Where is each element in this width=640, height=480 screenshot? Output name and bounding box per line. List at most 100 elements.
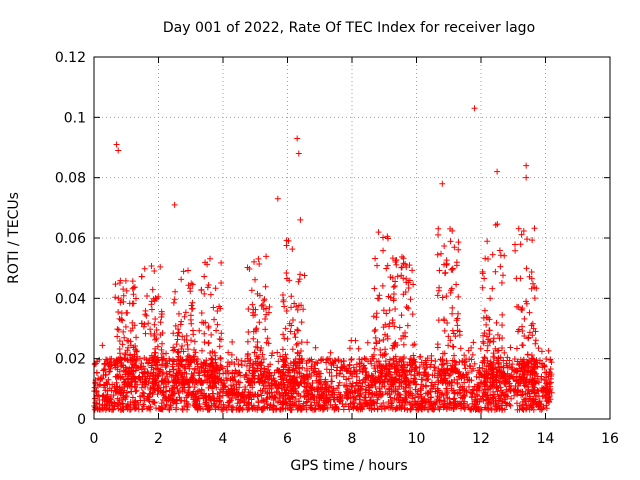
data-point: [467, 363, 474, 370]
data-point: [363, 372, 370, 379]
data-point: [322, 400, 329, 407]
data-point: [447, 371, 454, 378]
data-point: [281, 358, 288, 365]
data-point: [401, 354, 408, 361]
data-point: [480, 332, 487, 339]
data-point: [170, 330, 177, 337]
data-point: [256, 260, 263, 267]
data-point: [528, 285, 535, 292]
data-point: [113, 379, 120, 386]
data-point: [130, 284, 137, 291]
data-point: [547, 356, 554, 363]
data-point: [214, 307, 221, 314]
data-point: [141, 365, 148, 372]
data-point: [158, 346, 165, 353]
data-point: [376, 337, 383, 344]
data-point: [528, 269, 535, 276]
data-point: [379, 282, 386, 289]
data-point: [477, 345, 484, 352]
data-point: [173, 383, 180, 390]
data-point: [117, 390, 124, 397]
data-point: [194, 361, 201, 368]
data-point: [291, 300, 298, 307]
data-point: [124, 406, 131, 413]
data-point: [516, 362, 523, 369]
data-point: [435, 379, 442, 386]
data-point: [427, 403, 434, 410]
data-point: [196, 369, 203, 376]
data-point: [460, 394, 467, 401]
data-point: [218, 401, 225, 408]
data-point: [455, 310, 462, 317]
data-point: [493, 319, 500, 326]
data-point: [156, 405, 163, 412]
data-point: [289, 316, 296, 323]
data-point: [480, 340, 487, 347]
data-point: [435, 317, 442, 324]
data-point: [483, 314, 490, 321]
data-point: [282, 351, 289, 358]
data-point: [101, 384, 108, 391]
data-point: [254, 290, 261, 297]
data-point: [461, 386, 468, 393]
data-point: [205, 324, 212, 331]
data-point: [489, 251, 496, 258]
data-point: [481, 391, 488, 398]
data-point: [398, 373, 405, 380]
data-point: [115, 309, 122, 316]
data-point: [181, 336, 188, 343]
data-point: [315, 400, 322, 407]
data-point: [152, 295, 159, 302]
data-point: [499, 398, 506, 405]
data-point: [127, 338, 134, 345]
data-point: [163, 401, 170, 408]
data-point: [434, 341, 441, 348]
data-point: [520, 227, 527, 234]
data-point: [522, 376, 529, 383]
data-point: [198, 287, 205, 294]
data-point: [444, 360, 451, 367]
data-point: [175, 365, 182, 372]
data-point: [398, 335, 405, 342]
data-point: [500, 370, 507, 377]
data-point: [129, 300, 136, 307]
data-point: [381, 405, 388, 412]
data-point: [477, 396, 484, 403]
data-point: [462, 365, 469, 372]
data-point: [398, 264, 405, 271]
data-point: [266, 375, 273, 382]
data-point: [469, 390, 476, 397]
data-point: [119, 317, 126, 324]
data-point: [258, 392, 265, 399]
data-point: [515, 303, 522, 310]
data-point: [117, 374, 124, 381]
data-point: [166, 387, 173, 394]
data-point: [197, 378, 204, 385]
data-point: [418, 387, 425, 394]
data-point: [348, 383, 355, 390]
data-point: [158, 310, 165, 317]
data-point: [323, 359, 330, 366]
data-point: [236, 379, 243, 386]
data-point: [144, 373, 151, 380]
data-point: [140, 401, 147, 408]
data-point: [184, 390, 191, 397]
data-point: [219, 406, 226, 413]
data-point: [279, 368, 286, 375]
data-point: [155, 293, 162, 300]
data-point: [540, 387, 547, 394]
data-point: [358, 405, 365, 412]
x-tick-label: 12: [472, 431, 490, 447]
data-point: [401, 397, 408, 404]
data-point: [227, 391, 234, 398]
data-point: [216, 343, 223, 350]
data-point: [481, 330, 488, 337]
data-point: [147, 330, 154, 337]
data-point: [178, 318, 185, 325]
data-point: [250, 335, 257, 342]
data-point: [152, 373, 159, 380]
data-point: [285, 368, 292, 375]
data-point: [385, 385, 392, 392]
data-point: [511, 367, 518, 374]
data-point: [157, 319, 164, 326]
